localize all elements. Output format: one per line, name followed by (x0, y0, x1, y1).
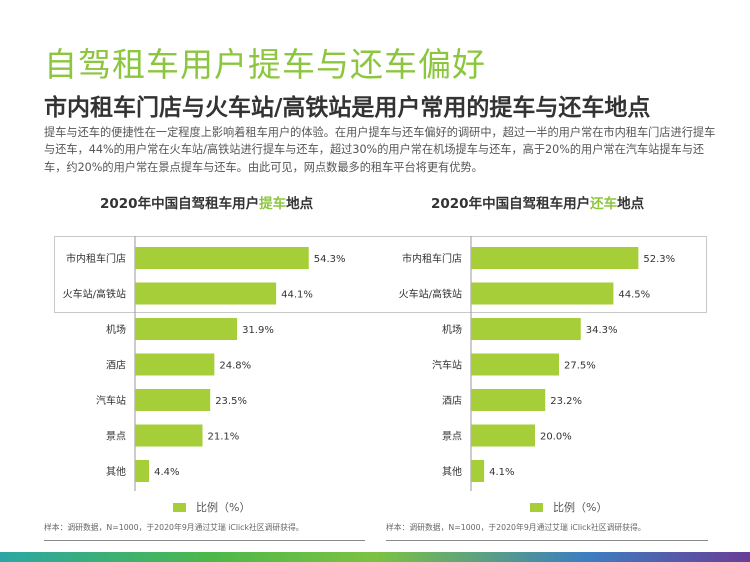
bar-2 (471, 282, 614, 305)
bar-4 (471, 353, 559, 376)
category-label: 火车站/高铁站 (399, 288, 462, 301)
data-label: 54.3% (314, 254, 346, 265)
category-label: 机场 (442, 323, 462, 336)
return-legend-label: 比例（%） (553, 501, 608, 514)
pickup-chart-title-prefix: 2020年中国自驾租车用户 (100, 196, 260, 212)
bar-5 (135, 389, 211, 411)
category-label: 其他 (106, 465, 126, 478)
data-label: 4.1% (489, 467, 514, 478)
return-location-bar-chart: 市内租车门店 52.3% 火车站/高铁站 44.5% 机场 34.3% 汽车站 27.5% 酒店… (399, 236, 675, 491)
category-label: 酒店 (106, 359, 126, 372)
data-label: 20.0% (540, 432, 572, 443)
data-label: 23.5% (215, 396, 247, 407)
data-label: 23.2% (550, 396, 582, 407)
page-subtitle: 市内租车门店与火车站/高铁站是用户常用的提车与还车地点 (44, 95, 651, 121)
page-title: 自驾租车用户提车与还车偏好 (44, 45, 486, 84)
return-sample-note: 样本：调研数据，N=1000，于2020年9月通过艾瑞 iClick社区调研获得… (386, 523, 646, 532)
pickup-chart-legend: 比例（%） (173, 499, 250, 515)
data-label: 27.5% (564, 361, 596, 372)
return-chart-title-prefix: 2020年中国自驾租车用户 (431, 196, 591, 212)
data-label: 44.1% (281, 290, 313, 301)
bar-3 (135, 318, 238, 340)
top-two-highlight-box (54, 236, 707, 313)
return-chart-title-highlight: 还车 (590, 196, 618, 212)
legend-swatch (173, 503, 186, 512)
bar-7 (471, 460, 485, 482)
return-chart-title-suffix: 地点 (617, 196, 645, 212)
pickup-chart-title: 2020年中国自驾租车用户提车地点 (100, 192, 313, 212)
category-label: 景点 (106, 431, 126, 443)
category-label: 汽车站 (96, 394, 126, 407)
pickup-sample-note: 样本：调研数据，N=1000，于2020年9月通过艾瑞 iClick社区调研获得… (44, 523, 304, 532)
return-chart-legend: 比例（%） (530, 499, 607, 515)
pickup-location-bar-chart: 市内租车门店 54.3% 火车站/高铁站 44.1% 机场 31.9% 酒店 24.8% 汽车站… (63, 236, 346, 491)
footer-divider (44, 540, 365, 541)
data-label: 31.9% (242, 325, 274, 336)
bar-1 (471, 247, 639, 269)
pickup-legend-label: 比例（%） (196, 501, 251, 514)
bar-6 (135, 424, 203, 447)
bar-5 (471, 389, 546, 411)
bar-4 (135, 353, 215, 376)
bar-1 (135, 247, 309, 269)
summary-paragraph: 提车与还车的便捷性在一定程度上影响着租车用户的体验。在用户提车与还车偏好的调研中… (44, 126, 716, 174)
category-label: 其他 (442, 465, 462, 478)
bar-6 (471, 424, 535, 447)
data-label: 44.5% (618, 290, 650, 301)
data-label: 24.8% (219, 361, 251, 372)
pickup-chart-title-suffix: 地点 (286, 196, 314, 212)
category-label: 机场 (106, 323, 126, 336)
pickup-chart-title-highlight: 提车 (259, 196, 287, 212)
category-label: 市内租车门店 (66, 252, 126, 265)
data-label: 52.3% (643, 254, 675, 265)
return-chart-title: 2020年中国自驾租车用户还车地点 (431, 192, 644, 212)
category-label: 市内租车门店 (402, 252, 462, 265)
footer-divider (386, 540, 708, 541)
category-label: 景点 (442, 431, 462, 443)
bar-2 (135, 282, 277, 305)
legend-swatch (530, 503, 543, 512)
category-label: 酒店 (442, 394, 462, 407)
category-label: 火车站/高铁站 (63, 288, 126, 301)
data-label: 4.4% (154, 467, 179, 478)
data-label: 21.1% (208, 432, 240, 443)
bar-7 (135, 460, 150, 482)
data-label: 34.3% (586, 325, 618, 336)
category-label: 汽车站 (432, 359, 462, 372)
bottom-gradient-bar (0, 552, 750, 562)
bar-3 (471, 318, 581, 340)
